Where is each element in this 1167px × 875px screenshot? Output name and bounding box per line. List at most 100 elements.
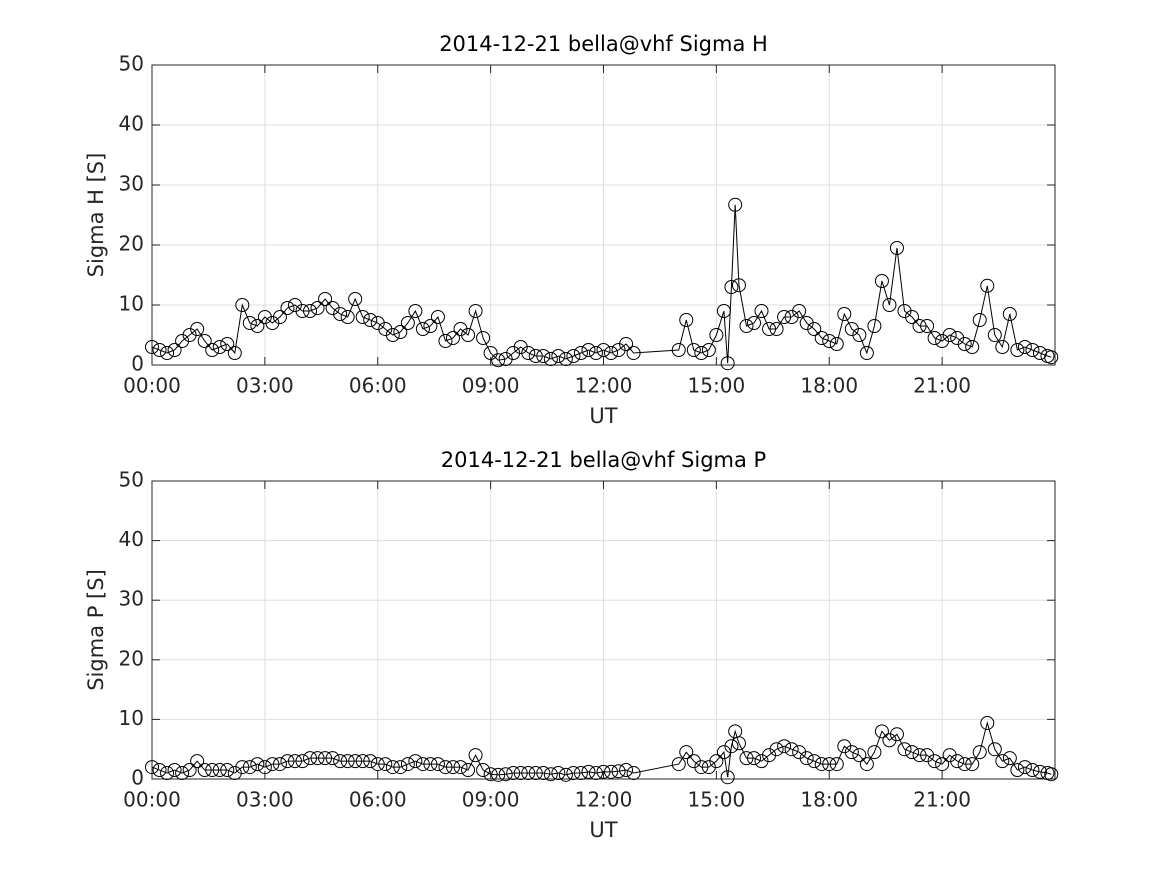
data-point <box>935 757 950 772</box>
data-point <box>619 763 634 778</box>
data-line <box>151 204 1052 364</box>
data-point <box>152 763 167 778</box>
data-point <box>867 745 882 760</box>
data-point <box>333 754 348 769</box>
data-point <box>310 751 325 766</box>
data-point <box>303 304 318 318</box>
data-point <box>280 301 295 315</box>
data-point <box>483 767 498 782</box>
y-tick-label: 50 <box>119 468 144 492</box>
data-point <box>242 316 257 330</box>
data-point <box>287 754 302 769</box>
data-point <box>822 334 837 348</box>
data-point <box>205 343 220 357</box>
data-point <box>318 292 333 306</box>
data-point <box>720 770 735 785</box>
data-point <box>250 757 265 772</box>
data-point <box>446 331 460 345</box>
data-point <box>468 304 483 318</box>
data-point <box>175 766 190 781</box>
x-tick-label: 06:00 <box>349 374 407 398</box>
data-point <box>558 767 573 782</box>
data-point <box>212 340 227 354</box>
data-point <box>882 298 897 312</box>
y-tick-label: 50 <box>119 52 144 76</box>
data-point <box>942 328 957 342</box>
data-point <box>716 304 731 318</box>
x-tick-label: 06:00 <box>349 788 407 812</box>
y-tick-label: 10 <box>119 706 144 730</box>
chart-title: 2014-12-21 bella@vhf Sigma P <box>441 448 766 472</box>
data-point <box>581 764 596 779</box>
data-point <box>145 760 159 775</box>
data-point <box>558 352 573 366</box>
data-point <box>355 754 370 769</box>
data-point <box>303 751 318 766</box>
y-tick-label: 40 <box>119 527 144 551</box>
data-point <box>739 751 754 766</box>
data-point <box>980 278 995 293</box>
x-tick-label: 03:00 <box>236 374 294 398</box>
data-point <box>242 760 257 775</box>
data-point <box>415 757 430 772</box>
data-point <box>927 331 942 345</box>
data-point <box>340 310 355 324</box>
data-point <box>724 280 739 294</box>
chart-title: 2014-12-21 bella@vhf Sigma H <box>439 32 768 56</box>
y-tick-label: 30 <box>119 587 144 611</box>
data-point <box>543 352 558 366</box>
data-point <box>438 334 453 348</box>
data-point <box>430 757 445 772</box>
data-point <box>957 757 972 772</box>
y-tick-label: 0 <box>131 766 144 790</box>
data-point <box>190 322 205 336</box>
data-point <box>814 757 829 772</box>
data-point <box>626 766 641 781</box>
data-point <box>679 313 694 327</box>
x-tick-label: 03:00 <box>236 788 294 812</box>
data-point <box>160 766 175 781</box>
data-point <box>220 763 235 778</box>
data-point <box>588 346 603 360</box>
data-point <box>272 310 287 324</box>
data-point <box>408 754 423 769</box>
data-point <box>438 760 453 775</box>
data-point <box>1002 307 1017 321</box>
data-point <box>619 337 634 351</box>
data-point <box>385 328 400 342</box>
data-point <box>160 346 175 360</box>
data-point <box>731 278 746 293</box>
data-point <box>415 322 430 336</box>
x-tick-label: 00:00 <box>123 374 181 398</box>
y-tick-label: 20 <box>119 646 144 670</box>
data-point <box>769 322 784 336</box>
data-point <box>604 346 619 360</box>
data-point <box>626 346 641 360</box>
axes-box <box>151 64 1056 366</box>
data-point <box>521 766 536 781</box>
data-point <box>920 319 935 333</box>
x-axis-label: UT <box>589 404 617 428</box>
data-point <box>987 328 1002 342</box>
data-point <box>446 760 460 775</box>
data-point <box>728 197 743 212</box>
data-point <box>1025 343 1040 357</box>
data-point <box>1032 764 1047 779</box>
data-point <box>491 767 506 782</box>
data-point <box>227 346 242 360</box>
data-point <box>1044 767 1059 782</box>
data-point <box>897 742 912 757</box>
x-tick-label: 12:00 <box>575 788 633 812</box>
x-tick-label: 21:00 <box>913 788 971 812</box>
data-point <box>671 343 686 357</box>
data-point <box>1010 343 1025 357</box>
data-point <box>197 763 212 778</box>
data-point <box>363 754 378 769</box>
data-point <box>679 745 694 760</box>
data-point <box>671 757 686 772</box>
data-point <box>972 313 987 327</box>
data-point <box>393 325 408 339</box>
data-point <box>551 766 566 781</box>
data-point <box>874 274 889 288</box>
